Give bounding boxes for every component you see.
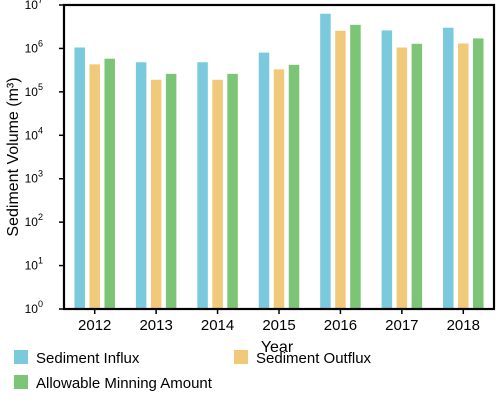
bar-sediment-outflux-2018	[458, 43, 469, 310]
bar-sediment-outflux-2015	[273, 69, 285, 309]
bar-sediment-influx-2017	[381, 30, 393, 310]
y-tick-label: 106	[25, 38, 43, 55]
bar-sediment-outflux-2014	[212, 79, 223, 309]
bar-sediment-outflux-2016	[335, 30, 346, 310]
legend-swatch	[14, 350, 28, 364]
bar-sediment-influx-2012	[74, 47, 85, 309]
y-tick-label: 101	[25, 256, 43, 273]
bar-allowable-minning-amount-2017	[411, 43, 423, 310]
bar-sediment-influx-2015	[258, 52, 270, 309]
y-tick-label: 100	[25, 299, 43, 316]
bar-allowable-minning-amount-2013	[165, 73, 177, 309]
bar-allowable-minning-amount-2012	[104, 58, 115, 309]
x-tick-label: 2012	[78, 317, 111, 334]
bar-sediment-outflux-2017	[396, 47, 408, 309]
legend: Sediment Influx Sediment Outflux Allowable…	[14, 350, 372, 392]
bar-allowable-minning-amount-2015	[288, 64, 300, 309]
bar-sediment-influx-2014	[197, 62, 208, 310]
bar-sediment-outflux-2012	[89, 64, 100, 309]
x-tick-label: 2016	[324, 317, 357, 334]
legend-label: Sediment Outflux	[256, 350, 372, 367]
x-tick-label: 2017	[385, 317, 418, 334]
x-tick-label: 2015	[262, 317, 295, 334]
legend-swatch	[14, 375, 28, 389]
bar-sediment-outflux-2013	[150, 79, 162, 309]
x-axis: 2012 2013 2014 2015 2016 2017 2018	[78, 309, 480, 334]
y-axis: 100 101 102 103 104 105 106 107	[25, 0, 64, 316]
x-tick-label: 2013	[139, 317, 172, 334]
bar-sediment-influx-2016	[320, 13, 331, 309]
y-tick-label: 105	[25, 82, 43, 99]
legend-label: Allowable Minning Amount	[36, 375, 213, 392]
y-tick-label: 103	[25, 169, 43, 186]
bar-sediment-influx-2018	[443, 27, 454, 309]
x-tick-label: 2014	[201, 317, 234, 334]
bar-allowable-minning-amount-2014	[227, 73, 238, 309]
y-tick-label: 102	[25, 212, 43, 229]
bar-allowable-minning-amount-2016	[350, 24, 361, 309]
y-tick-label: 107	[25, 0, 43, 12]
x-axis-label: Year	[261, 339, 294, 356]
y-tick-label: 104	[25, 125, 43, 142]
bar-sediment-influx-2013	[135, 62, 147, 310]
bars-layer	[74, 13, 484, 310]
y-axis-label: Sediment Volume (m³)	[5, 77, 22, 236]
x-tick-label: 2018	[447, 317, 480, 334]
legend-label: Sediment Influx	[36, 350, 140, 367]
bar-allowable-minning-amount-2018	[473, 38, 484, 310]
legend-swatch	[234, 350, 248, 364]
